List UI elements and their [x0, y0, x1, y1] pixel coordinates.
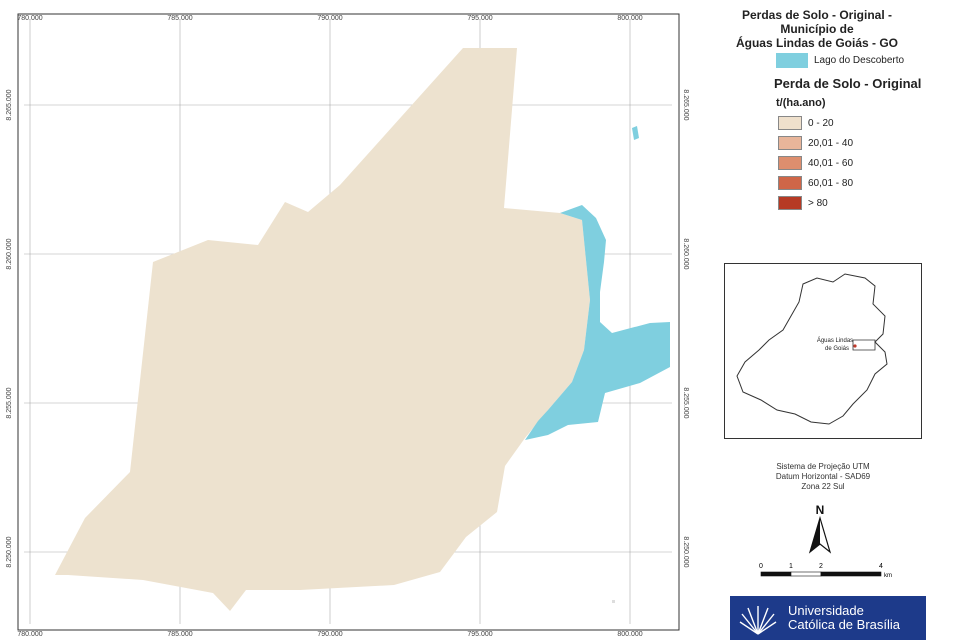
- projection-line: Zona 22 Sul: [801, 482, 845, 491]
- logo-text: Universidade Católica de Brasília: [788, 604, 900, 632]
- legend-title: Perdas de Solo - Original - Município de…: [702, 8, 932, 50]
- scale-label: 1: [789, 563, 793, 570]
- legend-title-line: Águas Lindas de Goiás - GO: [735, 36, 899, 50]
- north-arrow-shade: [810, 518, 820, 552]
- scale-segment: [790, 571, 822, 577]
- scale-unit: km: [884, 573, 892, 579]
- projection-info: Sistema de Projeção UTM Datum Horizontal…: [724, 462, 922, 492]
- small-island: [632, 126, 639, 140]
- inset-label: Águas Lindas: [817, 337, 853, 344]
- small-dot: [612, 600, 615, 603]
- class-swatch: [778, 156, 802, 170]
- scale-label: 2: [819, 563, 823, 570]
- logo-line: Universidade: [788, 603, 864, 618]
- lake-label: Lago do Descoberto: [814, 55, 905, 66]
- df-outline: [852, 339, 876, 351]
- x-tick-top: 785.000: [167, 15, 192, 22]
- x-tick-bottom: 790.000: [317, 631, 342, 638]
- logo-emblem-icon: [739, 606, 777, 635]
- class-label: 40,01 - 60: [808, 157, 854, 169]
- x-ticks-bottom: 780.000 785.000 790.000 795.000 800.000: [17, 631, 642, 638]
- north-label: N: [816, 503, 825, 517]
- scale-segment: [760, 571, 792, 577]
- x-ticks-top: 780.000 785.000 790.000 795.000 800.000: [17, 15, 642, 22]
- lake-polygon: [525, 205, 670, 440]
- x-tick-bottom: 785.000: [167, 631, 192, 638]
- class-swatch: [778, 196, 802, 210]
- unit-label: t/(ha.ano): [776, 97, 826, 109]
- y-tick-right: 8.250.000: [682, 536, 689, 567]
- y-tick-left: 8.265.000: [6, 89, 13, 120]
- x-tick-bottom: 780.000: [17, 631, 42, 638]
- legend-lake-row: Lago do Descoberto: [776, 53, 957, 68]
- x-tick-top: 800.000: [617, 15, 642, 22]
- legend-title-line: Perdas de Solo - Original -: [741, 8, 893, 22]
- y-tick-left: 8.250.000: [6, 536, 13, 567]
- projection-line: Datum Horizontal - SAD69: [775, 472, 871, 481]
- perda-title: Perda de Solo - Original: [774, 76, 922, 91]
- class-swatch: [778, 116, 802, 130]
- north-arrow: N: [808, 503, 832, 554]
- class-swatch: [778, 176, 802, 190]
- x-tick-bottom: 795.000: [467, 631, 492, 638]
- lake-swatch: [776, 53, 808, 68]
- legend-title-line: Município de: [780, 22, 854, 36]
- scale-bar: 0 1 2 4 km: [759, 563, 892, 579]
- state-outline: [736, 273, 888, 425]
- university-logo: Universidade Católica de Brasília: [730, 596, 926, 640]
- scale-segment: [820, 571, 882, 577]
- locator-inset: Águas Lindas de Goiás: [724, 263, 922, 439]
- map-frame: 780.000 785.000 790.000 795.000 800.000 …: [6, 13, 689, 638]
- legend: Perdas de Solo - Original - Município de…: [700, 8, 957, 213]
- x-tick-top: 780.000: [17, 15, 42, 22]
- y-tick-left: 8.255.000: [6, 387, 13, 418]
- location-marker: [853, 344, 857, 348]
- y-tick-right: 8.260.000: [682, 238, 689, 269]
- projection-line: Sistema de Projeção UTM: [776, 462, 870, 471]
- class-list: 0 - 20 20,01 - 40 40,01 - 60 60,01 - 80 …: [778, 113, 957, 213]
- legend-class-row: 60,01 - 80: [778, 173, 957, 193]
- inset-label: de Goiás: [825, 346, 849, 352]
- legend-class-row: > 80: [778, 193, 957, 213]
- y-tick-right: 8.265.000: [682, 89, 689, 120]
- class-label: > 80: [808, 197, 828, 209]
- legend-class-row: 0 - 20: [778, 113, 957, 133]
- x-tick-top: 795.000: [467, 15, 492, 22]
- class-label: 60,01 - 80: [808, 177, 854, 189]
- scale-label: 0: [759, 563, 763, 570]
- legend-class-row: 20,01 - 40: [778, 133, 957, 153]
- y-ticks-right: 8.265.000 8.260.000 8.255.000 8.250.000: [682, 89, 689, 567]
- class-label: 0 - 20: [808, 117, 834, 129]
- y-tick-left: 8.260.000: [6, 238, 13, 269]
- x-tick-bottom: 800.000: [617, 631, 642, 638]
- scale-label: 4: [879, 563, 883, 570]
- legend-class-row: 40,01 - 60: [778, 153, 957, 173]
- goias-outline: Águas Lindas de Goiás: [736, 273, 888, 425]
- municipality-polygon: [55, 48, 590, 611]
- y-ticks-left: 8.265.000 8.260.000 8.255.000 8.250.000: [6, 89, 13, 567]
- y-tick-right: 8.255.000: [682, 387, 689, 418]
- x-tick-top: 790.000: [317, 15, 342, 22]
- class-swatch: [778, 136, 802, 150]
- logo-line: Católica de Brasília: [788, 617, 900, 632]
- class-label: 20,01 - 40: [808, 137, 854, 149]
